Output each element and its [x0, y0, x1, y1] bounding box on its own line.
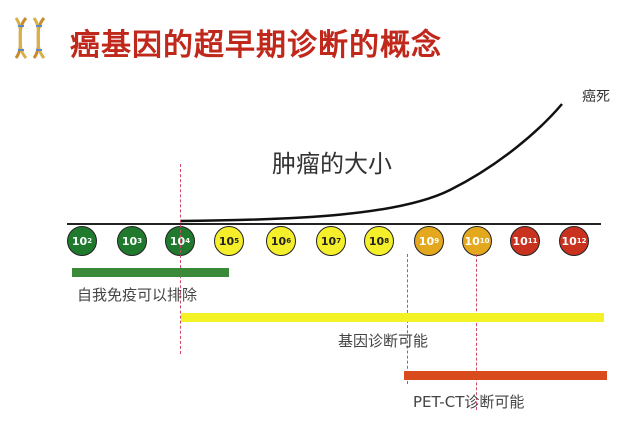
scale-circle-1e5: 10 5	[214, 226, 244, 256]
baseline-axis	[67, 223, 601, 225]
scale-base: 10	[561, 234, 577, 248]
dashed-marker-1e10	[476, 254, 477, 410]
scale-circle-1e9: 10 9	[414, 226, 444, 256]
dashed-marker-1e4	[180, 164, 181, 354]
scale-exponent: 5	[234, 237, 240, 245]
gene-diagnosis-label: 基因诊断可能	[338, 332, 429, 350]
scale-exponent: 6	[286, 237, 292, 245]
scale-circle-1e8: 10 8	[364, 226, 394, 256]
scale-circle-1e7: 10 7	[316, 226, 346, 256]
cancer-death-label: 癌死	[582, 89, 610, 105]
tumor-size-label: 肿瘤的大小	[272, 150, 392, 178]
scale-base: 10	[464, 234, 480, 248]
immune-clearance-label: 自我免疫可以排除	[77, 286, 198, 304]
scale-circle-1e11: 10 11	[510, 226, 540, 256]
scale-exponent: 4	[185, 237, 191, 245]
scale-base: 10	[121, 234, 138, 248]
scale-base: 10	[218, 234, 235, 248]
scale-exponent: 11	[527, 237, 538, 245]
scale-exponent: 3	[137, 237, 143, 245]
scale-base: 10	[169, 234, 186, 248]
scale-base: 10	[512, 234, 528, 248]
scale-circle-1e12: 10 12	[559, 226, 589, 256]
slide-title: 癌基因的超早期诊断的概念	[70, 28, 442, 63]
scale-exponent: 12	[576, 237, 587, 245]
dna-helix-logo	[14, 17, 46, 59]
scale-base: 10	[71, 234, 88, 248]
pet-ct-bar	[404, 371, 607, 380]
immune-clearance-bar	[72, 268, 229, 277]
scale-base: 10	[418, 234, 435, 248]
gene-diagnosis-bar	[181, 313, 604, 322]
scale-exponent: 8	[384, 237, 390, 245]
pet-ct-label: PET-CT诊断可能	[413, 393, 525, 411]
scale-circle-1e6: 10 6	[266, 226, 296, 256]
scale-base: 10	[368, 234, 385, 248]
scale-base: 10	[320, 234, 337, 248]
scale-circle-1e10: 10 10	[462, 226, 492, 256]
scale-circle-1e3: 10 3	[117, 226, 147, 256]
scale-exponent: 2	[87, 237, 93, 245]
scale-base: 10	[270, 234, 287, 248]
scale-exponent: 7	[336, 237, 342, 245]
scale-circle-1e2: 10 2	[67, 226, 97, 256]
scale-exponent: 9	[434, 237, 440, 245]
scale-exponent: 10	[479, 237, 490, 245]
